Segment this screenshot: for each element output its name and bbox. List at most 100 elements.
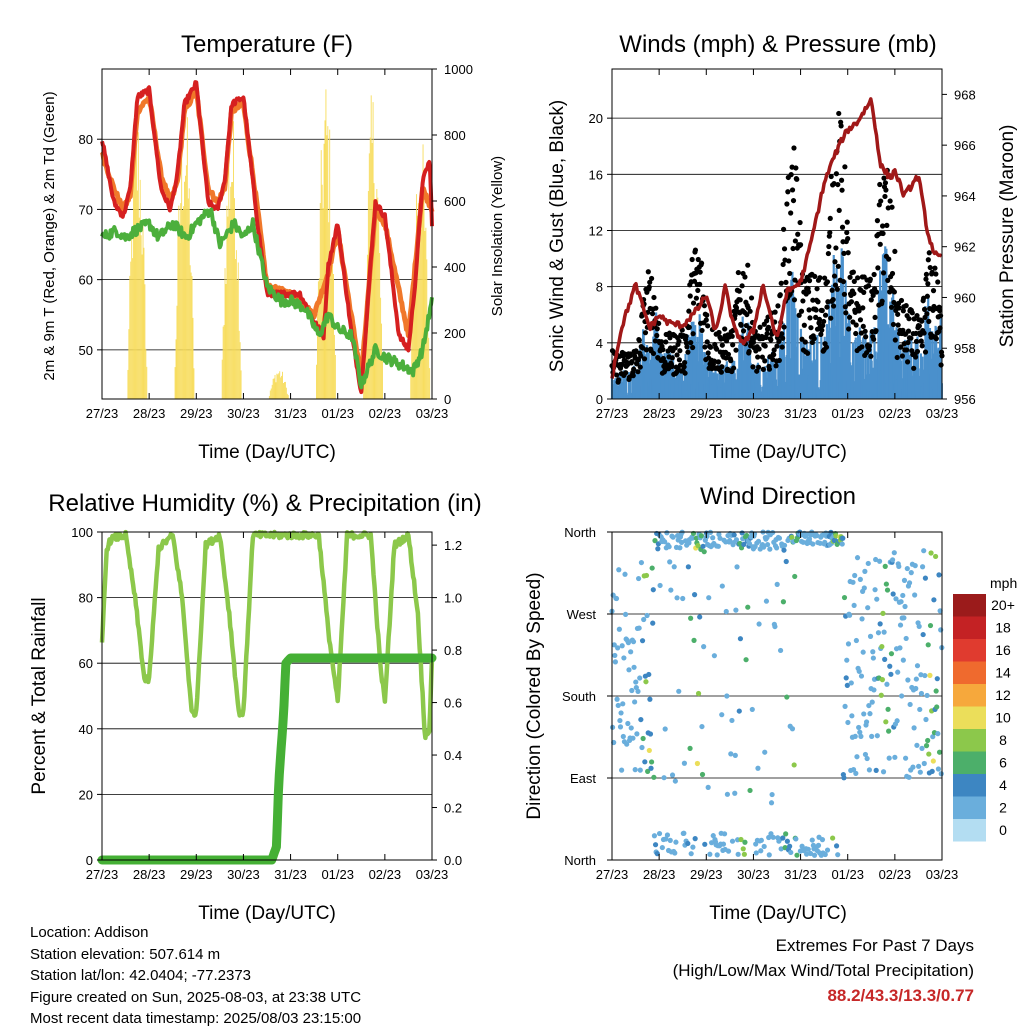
- direction-point: [638, 559, 645, 566]
- direction-point: [869, 733, 875, 739]
- gust-point: [719, 364, 725, 370]
- direction-point: [928, 550, 934, 556]
- gust-point: [641, 356, 648, 362]
- gust-point: [824, 304, 830, 310]
- gust-point: [838, 177, 845, 183]
- direction-point: [622, 611, 629, 617]
- direction-point: [887, 663, 893, 669]
- direction-point: [685, 564, 691, 570]
- gust-point: [742, 274, 748, 280]
- winds-xlabel: Time (Day/UTC): [709, 442, 847, 463]
- direction-point: [788, 849, 794, 856]
- x-tick-label: 02/23: [369, 867, 402, 882]
- gust-point: [693, 295, 699, 301]
- gust-point: [820, 322, 826, 329]
- colorbar-label: 12: [995, 687, 1011, 703]
- location-text: Location: Addison: [30, 924, 149, 941]
- direction-point: [890, 591, 896, 597]
- y2-tick-label: 0.6: [444, 696, 462, 711]
- direction-point: [770, 529, 776, 536]
- gust-point: [822, 312, 829, 318]
- direction-point: [647, 696, 653, 702]
- colorbar-label: 4: [999, 777, 1007, 793]
- gust-point: [779, 344, 785, 350]
- gust-point: [880, 270, 887, 276]
- direction-point: [744, 532, 750, 539]
- gust-point: [723, 355, 729, 361]
- direction-point: [899, 693, 905, 699]
- direction-point: [756, 621, 762, 627]
- direction-point: [833, 533, 839, 539]
- x-tick-label: 29/23: [690, 406, 723, 421]
- gust-point: [663, 339, 669, 345]
- gust-point: [623, 370, 629, 376]
- direction-point: [699, 771, 706, 778]
- y-tick-label: 4: [596, 336, 603, 351]
- gust-point: [908, 335, 914, 341]
- gust-point: [756, 364, 762, 370]
- gust-point: [792, 238, 798, 244]
- direction-point: [621, 655, 627, 661]
- direction-point: [663, 836, 669, 842]
- direction-point: [893, 596, 899, 602]
- y2-tick-label: 966: [954, 138, 976, 153]
- direction-point: [745, 604, 751, 610]
- direction-point: [877, 621, 883, 627]
- gust-point: [651, 294, 657, 301]
- gust-point: [791, 297, 798, 303]
- direction-point: [863, 719, 870, 725]
- direction-point: [664, 530, 670, 536]
- gust-point: [888, 304, 895, 310]
- gust-point: [877, 241, 883, 247]
- direction-point: [611, 642, 617, 648]
- direction-point: [678, 539, 685, 545]
- direction-point: [791, 762, 797, 768]
- colorbar-swatch: [953, 774, 986, 797]
- direction-point: [842, 703, 848, 709]
- gust-point: [797, 219, 803, 226]
- direction-point: [822, 851, 828, 858]
- winds-ylabel: Sonic Wind & Gust (Blue, Black): [547, 100, 568, 372]
- gust-point: [830, 297, 836, 303]
- gust-point: [733, 347, 739, 353]
- direction-point: [882, 656, 888, 662]
- direction-point: [881, 629, 887, 635]
- direction-point: [925, 737, 931, 744]
- y2-tick-label: 0.2: [444, 801, 462, 816]
- gust-point: [842, 304, 848, 310]
- station-info: Location: Addison Station elevation: 507…: [30, 922, 361, 1030]
- gust-point: [873, 289, 880, 295]
- gust-point: [656, 320, 662, 327]
- direction-point: [642, 759, 648, 765]
- gust-point: [826, 243, 832, 250]
- y2-tick-label: 1.2: [444, 538, 462, 553]
- gust-point: [619, 361, 625, 367]
- gust-point: [827, 215, 833, 222]
- direction-point: [864, 755, 870, 762]
- gust-point: [650, 350, 657, 357]
- gust-point: [877, 181, 883, 188]
- direction-point: [714, 852, 720, 858]
- direction-point: [668, 587, 674, 593]
- gust-point: [927, 264, 933, 271]
- gust-point: [894, 354, 900, 361]
- gust-point: [729, 333, 735, 339]
- x-tick-label: 03/23: [926, 406, 959, 421]
- gust-point: [794, 176, 800, 182]
- direction-point: [643, 572, 650, 579]
- direction-point: [727, 537, 733, 544]
- gust-point: [851, 290, 857, 297]
- direction-point: [620, 733, 626, 740]
- colorbar-swatch: [953, 729, 986, 752]
- direction-point: [936, 749, 943, 755]
- gust-point: [787, 270, 793, 277]
- created-text: Figure created on Sun, 2025-08-03, at 23…: [30, 988, 362, 1006]
- gust-point: [886, 256, 892, 262]
- gust-point: [935, 279, 941, 285]
- direction-point: [852, 733, 858, 739]
- direction-point: [858, 673, 865, 679]
- direction-point: [913, 676, 919, 682]
- gust-point: [718, 369, 724, 375]
- gust-point: [921, 330, 927, 336]
